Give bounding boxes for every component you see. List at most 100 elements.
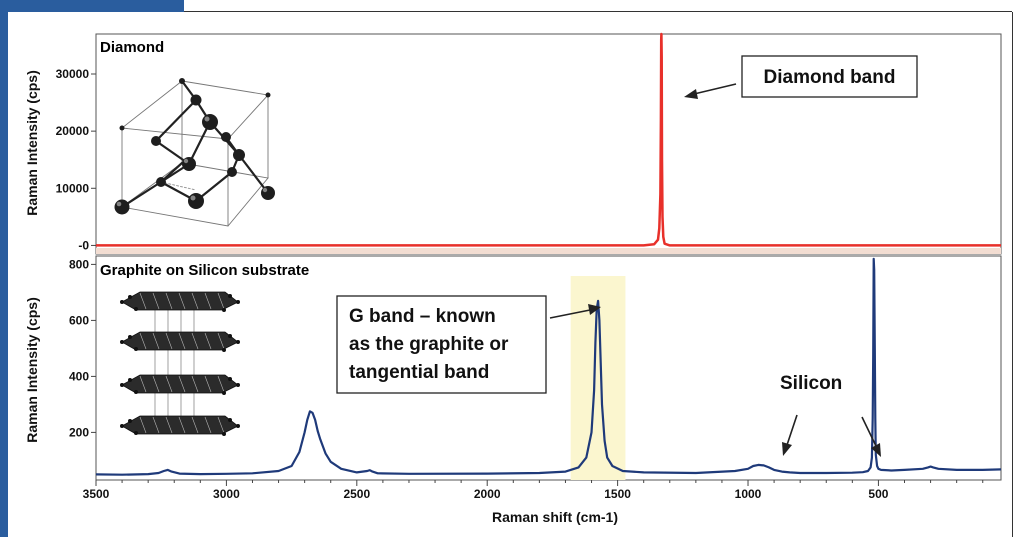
diamond-y-tick-label: 20000 <box>56 124 90 138</box>
diamond-panel: -0 10000 20000 30000 Diamond Raman Intensit… <box>24 32 1002 255</box>
graphite-bond-line <box>165 416 173 434</box>
graphite-bond-line <box>165 332 173 350</box>
silicon-annotation-label: Silicon <box>780 373 842 394</box>
graphite-y-tick-label: 400 <box>69 369 89 383</box>
diamond-band-arrow-head <box>684 89 698 99</box>
diamond-band-annotation-box <box>741 55 918 98</box>
graphite-atom <box>128 378 132 382</box>
graphite-bond-line <box>217 375 225 393</box>
graphite-y-tick-label: 600 <box>69 313 89 327</box>
graphite-atom <box>222 432 226 436</box>
graphite-spectrum-line <box>95 257 1002 476</box>
graphite-bond-line <box>165 375 173 393</box>
graphite-bond-line <box>178 292 186 310</box>
diamond-y-tick-label: 30000 <box>56 67 90 81</box>
graphite-atom <box>128 419 132 423</box>
graphite-bond-line <box>217 332 225 350</box>
diamond-baseline-band <box>96 248 1001 254</box>
x-tick-label: 1500 <box>604 487 631 501</box>
graphite-atom <box>120 340 124 344</box>
graphite-layer-sheet <box>121 415 239 435</box>
graphite-bond-line <box>139 416 147 434</box>
graphite-atom <box>228 377 232 381</box>
graphite-bond-line <box>152 292 160 310</box>
graphite-layer-sheet <box>121 291 239 311</box>
graphite-layer-sheet <box>121 374 239 394</box>
g-band-arrow <box>549 309 591 319</box>
graphite-panel-title: Graphite on Silicon substrate <box>100 262 309 279</box>
diamond-crystal-structure-image <box>114 78 275 227</box>
x-tick-label: 3000 <box>213 487 240 501</box>
diamond-band-annotation-label: Diamond band <box>764 67 896 88</box>
graphite-atom <box>134 431 138 435</box>
diamond-y-axis: -0 10000 20000 30000 <box>56 67 96 252</box>
graphite-bond-line <box>165 292 173 310</box>
graphite-bond-line <box>139 332 147 350</box>
graphite-atom <box>120 383 124 387</box>
diamond-y-tick-label: 10000 <box>56 181 90 195</box>
x-tick-label: 2000 <box>474 487 501 501</box>
graphite-bond-line <box>139 292 147 310</box>
x-tick-label: 1000 <box>735 487 762 501</box>
x-axis-title: Raman shift (cm-1) <box>492 509 618 525</box>
graphite-atom <box>120 424 124 428</box>
graphite-bond-line <box>217 292 225 310</box>
graphite-plot-area <box>95 255 1002 481</box>
graphite-bond-line <box>191 375 199 393</box>
graphite-y-tick-label: 200 <box>69 425 89 439</box>
g-band-arrow-head <box>588 304 601 315</box>
graphite-y-axis-title: Raman Intensity (cps) <box>24 297 40 442</box>
graphite-bond-line <box>152 416 160 434</box>
graphite-bond-line <box>178 375 186 393</box>
frame-left-strip <box>0 0 8 537</box>
g-band-annotation-label: G band – known as the graphite or tangen… <box>349 306 514 383</box>
silicon-arrow-1 <box>786 414 798 446</box>
graphite-atom <box>228 294 232 298</box>
graphite-x-axis: 3500 3000 2500 2000 1500 1000 500 <box>83 480 984 501</box>
graphite-atom <box>222 348 226 352</box>
diamond-y-tick-label: -0 <box>78 238 89 252</box>
graphite-layer-structure-image <box>120 291 240 436</box>
x-tick-label: 3500 <box>83 487 110 501</box>
graphite-bond-line <box>204 332 212 350</box>
diamond-y-axis-title: Raman Intensity (cps) <box>24 70 40 215</box>
graphite-atom <box>128 335 132 339</box>
graphite-atom <box>120 300 124 304</box>
graphite-atom <box>134 347 138 351</box>
graphite-atom <box>228 418 232 422</box>
graphite-layer-sheet <box>121 331 239 351</box>
graphite-atom <box>134 307 138 311</box>
graphite-atom <box>236 383 240 387</box>
graphite-atom <box>236 300 240 304</box>
graphite-bond-line <box>152 375 160 393</box>
graphite-bond-line <box>191 332 199 350</box>
graphite-bond-line <box>152 332 160 350</box>
graphite-atom <box>228 334 232 338</box>
silicon-arrow-1-head <box>782 442 792 456</box>
graphite-bond-line <box>191 416 199 434</box>
graphite-atom <box>134 390 138 394</box>
graphite-bond-line <box>217 416 225 434</box>
frame-top-left-tab <box>0 0 184 12</box>
graphite-bond-line <box>191 292 199 310</box>
x-tick-label: 500 <box>868 487 888 501</box>
graphite-bond-line <box>178 332 186 350</box>
silicon-arrow-2-head <box>871 443 881 457</box>
graphite-bond-line <box>204 416 212 434</box>
graphite-atom <box>222 391 226 395</box>
graphite-bond-line <box>204 292 212 310</box>
graphite-bond-line <box>178 416 186 434</box>
graphite-y-axis: 200 400 600 800 <box>69 257 96 439</box>
graphite-atom <box>236 424 240 428</box>
graphite-panel: 200 400 600 800 3500 3000 2500 2000 1500 1000 500… <box>24 255 1002 525</box>
g-band-annotation-box <box>336 295 547 394</box>
graphite-atom <box>236 340 240 344</box>
graphite-bond-line <box>204 375 212 393</box>
silicon-arrow-2 <box>861 416 877 447</box>
graphite-y-tick-label: 800 <box>69 257 89 271</box>
diamond-spectrum-line <box>96 32 1001 247</box>
diamond-band-arrow <box>693 83 737 95</box>
graphite-atom <box>128 295 132 299</box>
graphite-bond-line <box>139 375 147 393</box>
